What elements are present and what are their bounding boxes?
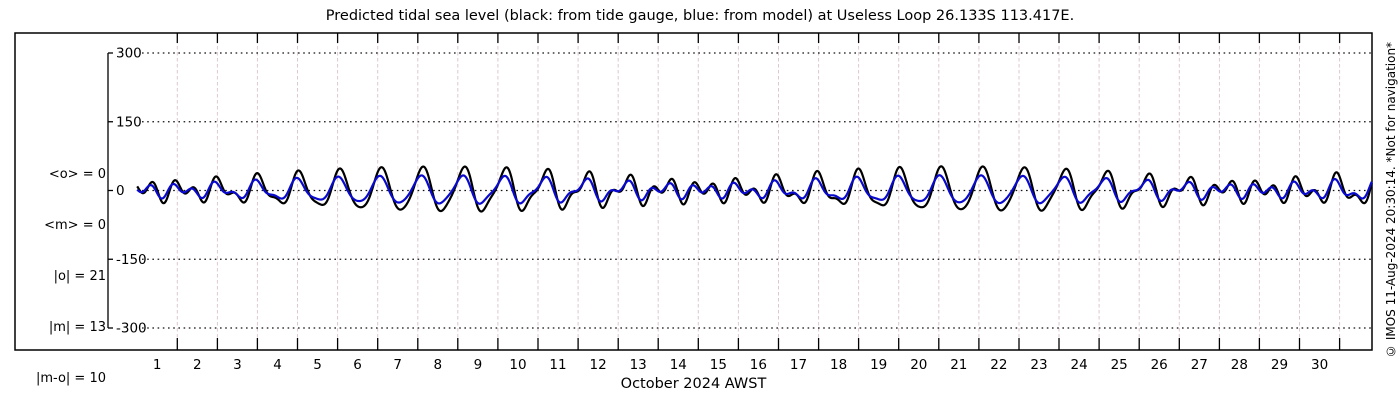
x-tick-label: 26 xyxy=(1151,357,1168,373)
x-tick-label: 6 xyxy=(353,357,362,373)
y-tick-label: 150 xyxy=(116,114,142,130)
x-tick-label: 11 xyxy=(549,357,566,373)
x-tick-label: 25 xyxy=(1111,357,1128,373)
x-tick-label: 20 xyxy=(910,357,927,373)
x-tick-label: 19 xyxy=(870,357,887,373)
x-tick-label: 7 xyxy=(393,357,402,373)
x-tick-label: 29 xyxy=(1271,357,1288,373)
error-stats-block: <o> = 0 <m> = 0 |o| = 21 |m| = 13 |m-o| … xyxy=(14,132,106,400)
chart-title: Predicted tidal sea level (black: from t… xyxy=(325,8,1075,24)
x-tick-label: 4 xyxy=(273,357,282,373)
x-tick-label: 18 xyxy=(830,357,847,373)
x-tick-label: 15 xyxy=(710,357,727,373)
x-tick-label: 16 xyxy=(750,357,767,373)
x-tick-label: 27 xyxy=(1191,357,1208,373)
x-tick-label: 23 xyxy=(1030,357,1047,373)
x-tick-label: 9 xyxy=(474,357,483,373)
y-tick-label: -150 xyxy=(116,252,147,268)
x-tick-label: 17 xyxy=(790,357,807,373)
x-tick-label: 14 xyxy=(670,357,687,373)
x-tick-label: 21 xyxy=(950,357,967,373)
x-tick-label: 30 xyxy=(1311,357,1328,373)
y-tick-label: 0 xyxy=(116,183,125,199)
x-tick-label: 24 xyxy=(1071,357,1088,373)
x-tick-label: 3 xyxy=(233,357,242,373)
x-tick-label: 5 xyxy=(313,357,322,373)
stat-abs-diff: |m-o| = 10 xyxy=(35,371,106,386)
model-series-line xyxy=(136,174,1373,205)
x-tick-label: 8 xyxy=(434,357,443,373)
x-tick-label: 2 xyxy=(193,357,202,373)
stat-mean-obs: <o> = 0 xyxy=(48,167,106,182)
x-tick-label: 12 xyxy=(590,357,607,373)
stat-abs-model: |m| = 13 xyxy=(48,320,106,335)
stat-abs-obs: |o| = 21 xyxy=(53,269,106,284)
copyright-watermark: © IMOS 11-Aug-2024 20:30:14. *Not for na… xyxy=(1384,41,1398,359)
x-axis-label: October 2024 AWST xyxy=(620,376,767,392)
x-tick-label: 13 xyxy=(630,357,647,373)
y-tick-label: 300 xyxy=(116,46,142,62)
observed-series-line xyxy=(136,165,1373,213)
x-tick-label: 28 xyxy=(1231,357,1248,373)
x-tick-label: 10 xyxy=(509,357,526,373)
x-tick-label: 22 xyxy=(990,357,1007,373)
x-tick-label: 1 xyxy=(153,357,162,373)
plot-frame xyxy=(14,32,1373,351)
y-tick-label: -300 xyxy=(116,321,147,337)
stat-mean-model: <m> = 0 xyxy=(44,218,106,233)
